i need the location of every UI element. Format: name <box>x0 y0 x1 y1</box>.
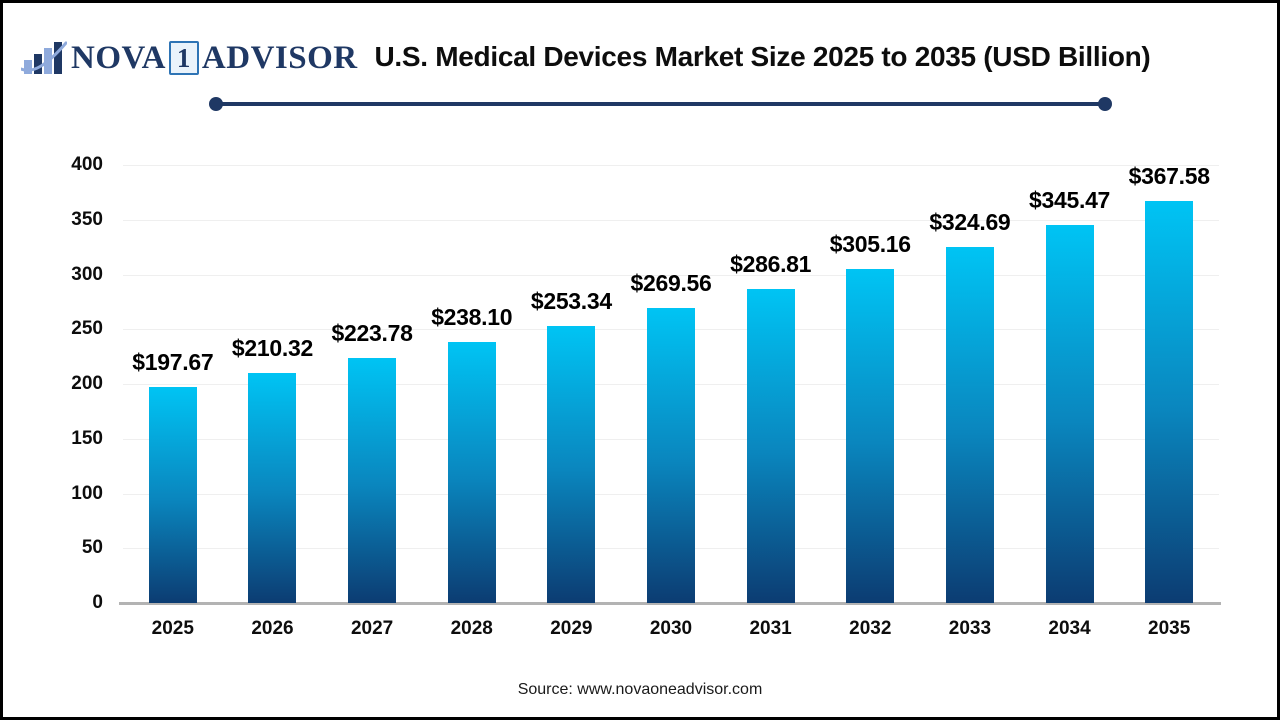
bar-2029 <box>547 325 596 603</box>
y-axis-tick-200: 200 <box>71 373 103 394</box>
bar-2026 <box>248 372 297 603</box>
x-axis-tick-2034: 2034 <box>1048 618 1091 639</box>
x-axis-tick-2029: 2029 <box>550 618 593 639</box>
logo-bar-chart-icon <box>21 41 67 74</box>
bar-value-label-2030: $269.56 <box>630 269 712 296</box>
x-axis-tick-2027: 2027 <box>350 618 394 639</box>
bar-value-label-2033: $324.69 <box>929 209 1011 236</box>
x-axis-tick-2033: 2033 <box>948 618 992 639</box>
bar-value-label-2029: $253.34 <box>530 287 612 314</box>
brand-name-prefix: NOVA <box>71 39 166 76</box>
x-axis-tick-2030: 2030 <box>649 618 693 639</box>
bar-2027 <box>348 357 397 603</box>
gridline-400 <box>123 165 1219 166</box>
gridline-350 <box>123 219 1219 221</box>
bar-value-label-2027: $223.78 <box>331 319 413 346</box>
source-attribution: Source: www.novaoneadvisor.com <box>517 681 763 698</box>
bar-chart-plot-area: 0 50 100 150 200 250 300 350 400 $197.67 2025 $210.… <box>71 154 1221 639</box>
y-axis-tick-100: 100 <box>71 482 103 504</box>
bar-2031 <box>746 288 795 603</box>
bar-value-label-2035: $367.58 <box>1128 162 1210 189</box>
y-axis-tick-250: 250 <box>71 318 103 340</box>
page-title: U.S. Medical Devices Market Size 2025 to… <box>374 41 1151 72</box>
y-axis-tick-0: 0 <box>92 592 103 613</box>
y-axis-tick-350: 350 <box>71 208 103 230</box>
x-axis-tick-2035: 2035 <box>1148 618 1191 639</box>
bar-2032 <box>846 268 895 603</box>
bar-value-label-2034: $345.47 <box>1029 186 1111 213</box>
title-underline-rule <box>209 97 1112 111</box>
y-axis-tick-50: 50 <box>81 537 103 559</box>
x-axis-tick-2031: 2031 <box>749 618 792 639</box>
bar-2034 <box>1045 224 1094 603</box>
bar-2035 <box>1145 200 1194 603</box>
y-axis-tick-150: 150 <box>71 427 103 449</box>
bar-2025 <box>148 386 197 603</box>
bar-value-label-2026: $210.32 <box>231 334 313 361</box>
bar-value-label-2031: $286.81 <box>730 250 812 277</box>
x-axis-line <box>119 602 1221 605</box>
x-axis-tick-2025: 2025 <box>151 618 194 639</box>
x-axis-tick-2028: 2028 <box>450 618 493 639</box>
y-axis-tick-400: 400 <box>71 154 103 175</box>
bar-value-label-2025: $197.67 <box>132 348 214 375</box>
bar-value-label-2032: $305.16 <box>829 230 911 257</box>
brand-name: NOVA 1 ADVISOR <box>71 41 358 75</box>
bar-2028 <box>447 342 496 603</box>
bar-2033 <box>945 247 994 603</box>
bar-2030 <box>647 307 695 603</box>
gridline-300 <box>123 274 1219 276</box>
brand-number-badge: 1 <box>168 41 199 75</box>
bar-value-label-2028: $238.10 <box>431 304 513 331</box>
x-axis-tick-2032: 2032 <box>849 618 892 639</box>
x-axis-tick-2026: 2026 <box>251 618 294 639</box>
brand-logo: NOVA 1 ADVISOR <box>21 35 358 81</box>
brand-name-suffix: ADVISOR <box>201 39 358 76</box>
y-axis-tick-300: 300 <box>71 263 103 285</box>
